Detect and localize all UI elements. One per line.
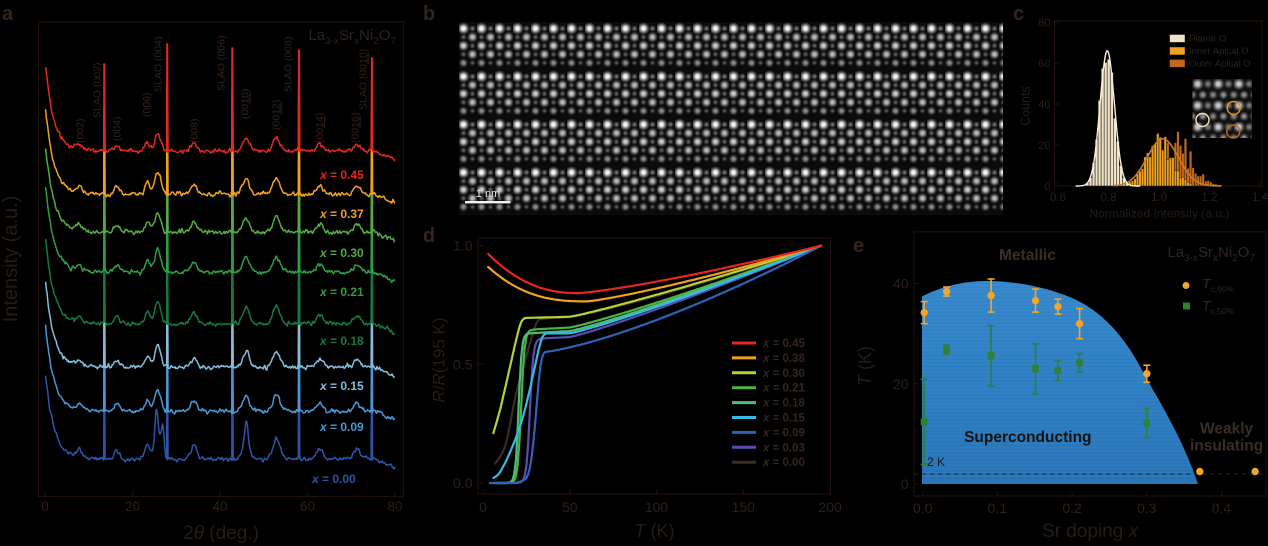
svg-text:0.4: 0.4 <box>1212 500 1232 516</box>
svg-text:Sr doping x: Sr doping x <box>1042 521 1140 542</box>
svg-text:x = 0.18: x = 0.18 <box>762 398 805 410</box>
svg-text:0.8: 0.8 <box>1101 192 1117 204</box>
svg-text:Inner Apical O: Inner Apical O <box>1189 46 1249 57</box>
svg-text:(0012): (0012) <box>271 100 283 130</box>
svg-text:R/R(195 K): R/R(195 K) <box>430 317 449 402</box>
svg-text:(002): (002) <box>75 118 87 143</box>
svg-text:2 K: 2 K <box>927 455 945 469</box>
svg-text:60: 60 <box>1038 58 1050 70</box>
svg-text:Tc,50%: Tc,50% <box>1202 298 1235 317</box>
svg-text:Planar O: Planar O <box>1189 34 1227 45</box>
svg-text:x = 0.09: x = 0.09 <box>319 420 364 434</box>
svg-text:0.1: 0.1 <box>988 500 1008 516</box>
svg-text:150: 150 <box>732 499 756 515</box>
svg-text:Tc,90%: Tc,90% <box>1202 276 1235 295</box>
svg-text:x = 0.45: x = 0.45 <box>319 168 364 182</box>
svg-text:0: 0 <box>1044 181 1050 193</box>
svg-text:0: 0 <box>901 476 909 492</box>
svg-text:100: 100 <box>645 499 669 515</box>
svg-text:SLAO (0010): SLAO (0010) <box>358 49 370 110</box>
svg-text:2θ (deg.): 2θ (deg.) <box>183 523 259 544</box>
svg-text:x = 0.21: x = 0.21 <box>319 285 364 299</box>
svg-text:(004): (004) <box>112 116 124 141</box>
svg-text:Intensity (a.u.): Intensity (a.u.) <box>0 196 22 323</box>
svg-text:Outer Apical O: Outer Apical O <box>1189 59 1251 70</box>
svg-text:40: 40 <box>1038 99 1050 111</box>
svg-text:Superconducting: Superconducting <box>964 429 1091 446</box>
svg-text:insulating: insulating <box>1190 437 1263 454</box>
svg-text:0.6: 0.6 <box>1050 192 1066 204</box>
svg-text:(0010): (0010) <box>240 89 252 119</box>
svg-text:0: 0 <box>41 499 49 514</box>
svg-text:20: 20 <box>1038 140 1050 152</box>
svg-text:1.2: 1.2 <box>1202 192 1218 204</box>
svg-text:x = 0.15: x = 0.15 <box>762 413 805 425</box>
svg-text:0.3: 0.3 <box>1137 500 1157 516</box>
svg-text:La3-xSrxNi2O7: La3-xSrxNi2O7 <box>308 27 396 47</box>
svg-text:0.0: 0.0 <box>913 500 933 516</box>
svg-text:La3-xSrxNi2O7: La3-xSrxNi2O7 <box>1167 244 1255 264</box>
svg-text:0: 0 <box>479 499 487 515</box>
svg-text:Weakly: Weakly <box>1200 421 1254 438</box>
svg-text:50: 50 <box>562 499 578 515</box>
svg-text:1.4: 1.4 <box>1252 192 1268 204</box>
svg-text:SLAO (002): SLAO (002) <box>92 63 104 118</box>
svg-text:1.0: 1.0 <box>453 238 473 254</box>
svg-text:x = 0.37: x = 0.37 <box>319 207 364 221</box>
svg-text:SLAO (008): SLAO (008) <box>283 37 295 92</box>
svg-text:x = 0.45: x = 0.45 <box>762 338 805 350</box>
svg-text:1.0: 1.0 <box>1151 192 1167 204</box>
svg-text:20: 20 <box>893 376 909 392</box>
svg-text:1 nm: 1 nm <box>476 188 500 200</box>
svg-text:0.0: 0.0 <box>453 475 473 491</box>
svg-text:x = 0.09: x = 0.09 <box>762 427 805 439</box>
svg-text:x = 0.00: x = 0.00 <box>762 457 805 469</box>
svg-text:60: 60 <box>300 499 315 514</box>
svg-text:x = 0.30: x = 0.30 <box>762 368 805 380</box>
svg-text:(0016): (0016) <box>350 113 362 143</box>
svg-text:80: 80 <box>387 499 402 514</box>
svg-text:40: 40 <box>212 499 227 514</box>
svg-text:(0014): (0014) <box>314 113 326 143</box>
svg-text:SLAO (004): SLAO (004) <box>153 37 165 92</box>
svg-text:80: 80 <box>1038 17 1050 29</box>
svg-text:40: 40 <box>893 276 909 292</box>
svg-text:200: 200 <box>818 499 842 515</box>
svg-text:T (K): T (K) <box>855 346 875 386</box>
svg-text:x = 0.38: x = 0.38 <box>762 353 805 365</box>
svg-text:0.2: 0.2 <box>1062 500 1082 516</box>
svg-text:20: 20 <box>125 499 140 514</box>
svg-text:d: d <box>423 225 435 247</box>
svg-text:Metallic: Metallic <box>999 247 1056 264</box>
svg-text:Normalized Intensity (a.u.): Normalized Intensity (a.u.) <box>1089 207 1229 221</box>
svg-text:x = 0.15: x = 0.15 <box>319 379 364 393</box>
svg-text:b: b <box>423 3 435 25</box>
svg-text:a: a <box>2 3 14 25</box>
svg-text:T (K): T (K) <box>635 521 675 541</box>
svg-text:x = 0.03: x = 0.03 <box>762 442 805 454</box>
svg-text:Counts: Counts <box>1019 86 1033 126</box>
svg-text:x = 0.18: x = 0.18 <box>319 334 364 348</box>
svg-text:e: e <box>853 235 864 257</box>
svg-text:x = 0.30: x = 0.30 <box>319 246 364 260</box>
svg-text:(008): (008) <box>189 118 201 143</box>
svg-text:x = 0.00: x = 0.00 <box>311 472 356 486</box>
svg-text:(006): (006) <box>141 92 153 117</box>
svg-text:SLAO (006): SLAO (006) <box>216 36 228 91</box>
svg-text:x = 0.21: x = 0.21 <box>762 383 805 395</box>
svg-text:0.5: 0.5 <box>453 356 473 372</box>
svg-text:c: c <box>1013 3 1024 25</box>
